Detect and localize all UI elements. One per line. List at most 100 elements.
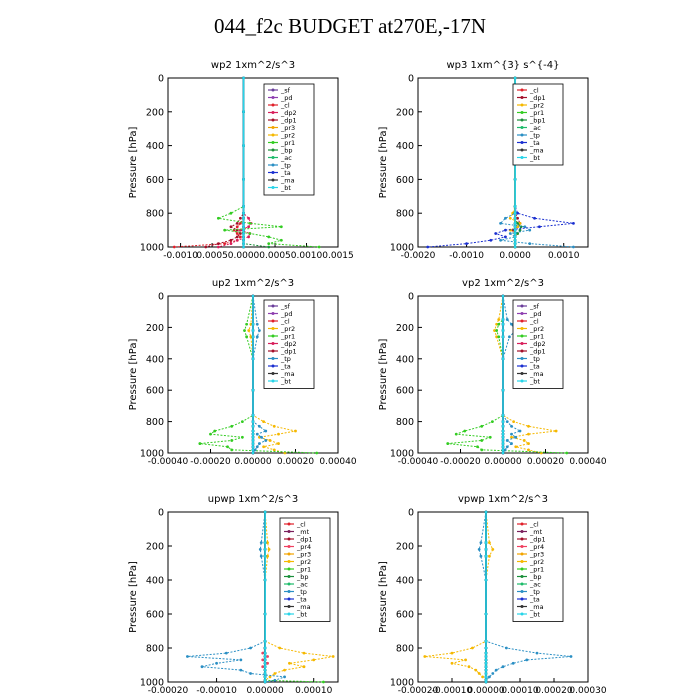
data-point (266, 661, 269, 665)
data-point (263, 680, 267, 684)
x-tick-label: 0.00020 (527, 457, 564, 467)
legend-marker (271, 111, 275, 114)
legend: _cl_dp1_pr2_pr1_bp1_ac_tp_ta_ma_bt (512, 83, 564, 166)
data-point (505, 646, 508, 650)
legend-label: _mt (529, 528, 543, 536)
legend-label: _mt (296, 528, 310, 536)
data-point (450, 651, 454, 655)
chart-panel-3: up2 1xm^2/s^3 Pressure [hPa] 0 200 400 600 800… (128, 278, 357, 467)
data-point (513, 216, 517, 220)
data-point (264, 439, 268, 442)
data-point (510, 435, 513, 439)
data-point (501, 665, 505, 669)
legend-marker (271, 163, 275, 167)
x-tick-label: 0.0010 (291, 251, 323, 261)
legend-label: _dp1 (529, 536, 546, 544)
data-point (251, 435, 255, 439)
data-point (501, 448, 505, 452)
legend-marker (520, 597, 524, 601)
data-point (242, 205, 245, 208)
data-point (484, 541, 488, 544)
data-point (501, 294, 505, 298)
legend-marker (520, 582, 524, 586)
data-point (262, 445, 266, 449)
data-point (508, 232, 512, 235)
data-point (518, 221, 522, 225)
data-point (268, 439, 272, 442)
data-point (572, 245, 575, 249)
y-tick-label: 200 (146, 323, 164, 334)
legend-marker (520, 522, 524, 526)
data-point (248, 232, 252, 235)
data-point (503, 448, 507, 452)
legend-label: _ma (529, 370, 544, 378)
legend-marker (520, 103, 524, 107)
data-point (499, 238, 502, 242)
data-point (565, 451, 569, 455)
legend-label: _sf (529, 303, 540, 311)
data-point (501, 451, 505, 455)
data-point (501, 335, 505, 339)
legend-label: _pr4 (529, 543, 544, 551)
legend-label: _bt (529, 154, 540, 162)
data-point (239, 658, 243, 662)
legend-marker (520, 349, 524, 353)
data-point (501, 357, 505, 361)
legend-label: _dp1 (280, 117, 297, 125)
chart-title: up2 1xm^2/s^3 (212, 278, 294, 289)
data-point (479, 541, 483, 544)
y-tick-label: 400 (396, 576, 414, 587)
legend-marker (271, 118, 275, 122)
data-point (247, 225, 250, 229)
data-point (512, 420, 516, 423)
data-point (239, 232, 242, 235)
y-tick-label: 400 (146, 576, 164, 587)
legend-marker (520, 379, 524, 383)
data-point (267, 548, 271, 551)
data-point (267, 242, 271, 246)
data-point (514, 435, 518, 439)
data-point (504, 216, 507, 220)
data-point (266, 554, 269, 558)
data-point (480, 448, 484, 452)
x-tick-label: 0.0005 (196, 251, 228, 261)
data-point (493, 329, 496, 332)
data-point (249, 335, 253, 339)
data-point (240, 435, 244, 439)
legend-label: _dp2 (529, 340, 546, 348)
legend-marker (271, 133, 275, 137)
data-point (528, 228, 532, 232)
data-point (242, 211, 245, 215)
data-point (239, 216, 242, 220)
legend-marker (271, 171, 275, 174)
data-point (513, 228, 517, 232)
x-tick-label: 0.00030 (569, 686, 606, 696)
data-point (263, 655, 267, 658)
data-point (484, 665, 488, 669)
data-point (511, 661, 515, 665)
legend-label: _pr2 (296, 558, 311, 566)
data-point (263, 548, 267, 551)
legend-marker (287, 597, 291, 601)
data-point (510, 424, 513, 428)
legend-marker (520, 612, 524, 616)
y-axis-label: Pressure [hPa] (128, 561, 139, 633)
legend-label: _ta (529, 596, 540, 604)
legend-marker (271, 342, 275, 345)
data-point (242, 238, 245, 242)
data-point (501, 435, 505, 439)
data-point (477, 672, 481, 675)
data-point (255, 445, 259, 449)
data-point (495, 335, 499, 339)
data-point (247, 235, 250, 239)
data-point (294, 429, 297, 433)
legend-label: _cl (529, 521, 539, 529)
data-point (209, 432, 212, 436)
data-point (243, 329, 246, 332)
legend-label: _pd (280, 94, 293, 102)
data-point (230, 448, 234, 452)
legend-marker (287, 567, 291, 571)
data-point (261, 651, 265, 655)
data-point (495, 329, 499, 332)
legend-label: _bt (280, 184, 291, 192)
